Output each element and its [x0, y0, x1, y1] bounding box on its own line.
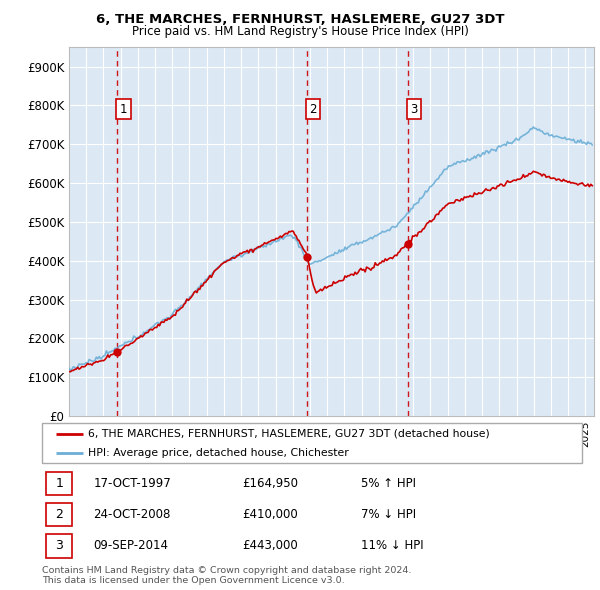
- Text: This data is licensed under the Open Government Licence v3.0.: This data is licensed under the Open Gov…: [42, 576, 344, 585]
- FancyBboxPatch shape: [46, 535, 72, 558]
- Text: 6, THE MARCHES, FERNHURST, HASLEMERE, GU27 3DT (detached house): 6, THE MARCHES, FERNHURST, HASLEMERE, GU…: [88, 429, 490, 439]
- Text: 7% ↓ HPI: 7% ↓ HPI: [361, 508, 416, 522]
- Text: 1: 1: [120, 103, 127, 116]
- Text: 2: 2: [309, 103, 317, 116]
- Text: HPI: Average price, detached house, Chichester: HPI: Average price, detached house, Chic…: [88, 448, 349, 458]
- Text: 11% ↓ HPI: 11% ↓ HPI: [361, 539, 423, 552]
- FancyBboxPatch shape: [42, 423, 582, 463]
- FancyBboxPatch shape: [46, 503, 72, 526]
- Text: £443,000: £443,000: [242, 539, 298, 552]
- Text: 6, THE MARCHES, FERNHURST, HASLEMERE, GU27 3DT: 6, THE MARCHES, FERNHURST, HASLEMERE, GU…: [96, 13, 504, 26]
- Text: 09-SEP-2014: 09-SEP-2014: [94, 539, 168, 552]
- Text: 3: 3: [410, 103, 418, 116]
- Text: 3: 3: [55, 539, 63, 552]
- Text: 24-OCT-2008: 24-OCT-2008: [94, 508, 170, 522]
- FancyBboxPatch shape: [46, 472, 72, 496]
- Text: 1: 1: [55, 477, 63, 490]
- Text: 5% ↑ HPI: 5% ↑ HPI: [361, 477, 416, 490]
- Text: Price paid vs. HM Land Registry's House Price Index (HPI): Price paid vs. HM Land Registry's House …: [131, 25, 469, 38]
- Text: £164,950: £164,950: [242, 477, 298, 490]
- Text: Contains HM Land Registry data © Crown copyright and database right 2024.: Contains HM Land Registry data © Crown c…: [42, 566, 412, 575]
- Text: £410,000: £410,000: [242, 508, 298, 522]
- Text: 2: 2: [55, 508, 63, 522]
- Text: 17-OCT-1997: 17-OCT-1997: [94, 477, 171, 490]
